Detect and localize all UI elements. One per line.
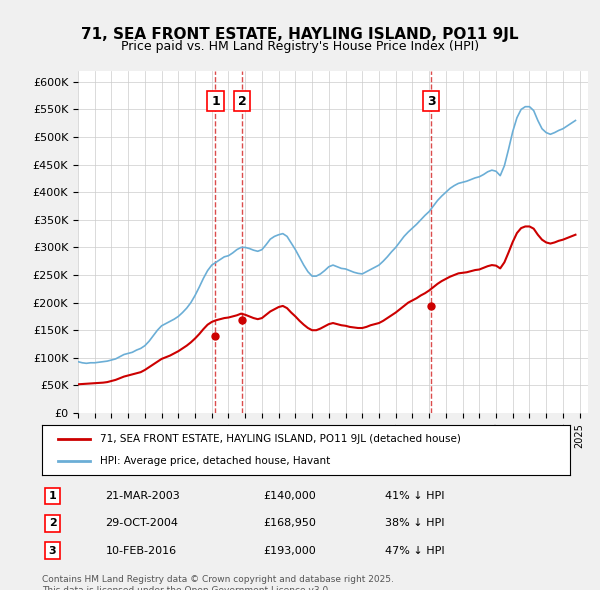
Text: 2: 2 bbox=[49, 519, 56, 528]
Text: 1: 1 bbox=[49, 491, 56, 501]
Text: £168,950: £168,950 bbox=[264, 519, 317, 528]
Text: 3: 3 bbox=[49, 546, 56, 556]
Text: 71, SEA FRONT ESTATE, HAYLING ISLAND, PO11 9JL (detached house): 71, SEA FRONT ESTATE, HAYLING ISLAND, PO… bbox=[100, 434, 461, 444]
Text: Contains HM Land Registry data © Crown copyright and database right 2025.
This d: Contains HM Land Registry data © Crown c… bbox=[42, 575, 394, 590]
Text: 29-OCT-2004: 29-OCT-2004 bbox=[106, 519, 178, 528]
Text: HPI: Average price, detached house, Havant: HPI: Average price, detached house, Hava… bbox=[100, 456, 331, 466]
Text: 1: 1 bbox=[211, 94, 220, 107]
Text: 2: 2 bbox=[238, 94, 247, 107]
Text: 71, SEA FRONT ESTATE, HAYLING ISLAND, PO11 9JL: 71, SEA FRONT ESTATE, HAYLING ISLAND, PO… bbox=[81, 27, 519, 41]
Text: 3: 3 bbox=[427, 94, 436, 107]
Text: Price paid vs. HM Land Registry's House Price Index (HPI): Price paid vs. HM Land Registry's House … bbox=[121, 40, 479, 53]
Text: 41% ↓ HPI: 41% ↓ HPI bbox=[385, 491, 445, 501]
Text: 38% ↓ HPI: 38% ↓ HPI bbox=[385, 519, 445, 528]
Text: 47% ↓ HPI: 47% ↓ HPI bbox=[385, 546, 445, 556]
Text: 21-MAR-2003: 21-MAR-2003 bbox=[106, 491, 180, 501]
Text: 10-FEB-2016: 10-FEB-2016 bbox=[106, 546, 176, 556]
Text: £193,000: £193,000 bbox=[264, 546, 317, 556]
Text: £140,000: £140,000 bbox=[264, 491, 317, 501]
